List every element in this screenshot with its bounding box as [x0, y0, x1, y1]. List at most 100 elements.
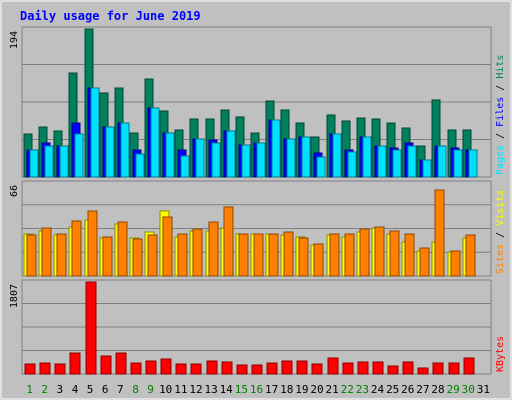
- legend-entry-files: Files: [495, 97, 506, 127]
- pages-bar-day-7: [120, 122, 130, 178]
- kbytes-bar-day-17: [266, 362, 278, 375]
- x-tick-label-day-16: 16: [250, 383, 263, 396]
- x-tick-label-day-23: 23: [356, 383, 369, 396]
- kbytes-bar-day-28: [432, 362, 444, 375]
- pages-bar-day-9: [150, 107, 160, 178]
- pages-bar-day-27: [422, 159, 432, 178]
- x-tick-label-day-1: 1: [26, 383, 33, 396]
- legend-entry-visits: Visits: [495, 190, 506, 226]
- kbytes-bar-day-6: [100, 355, 112, 375]
- x-tick-label-day-21: 21: [325, 383, 338, 396]
- x-tick-label-day-20: 20: [310, 383, 323, 396]
- kbytes-bar-day-10: [160, 358, 172, 375]
- kbytes-bar-day-26: [402, 361, 414, 375]
- x-tick-label-day-3: 3: [56, 383, 63, 396]
- legend: Sites / Visits: [495, 190, 506, 274]
- sites-bar-day-26: [404, 233, 415, 277]
- kbytes-bar-day-9: [145, 360, 157, 375]
- sites-bar-day-25: [389, 230, 400, 277]
- kbytes-bar-day-20: [311, 363, 323, 375]
- pages-bar-day-12: [195, 138, 205, 178]
- panel-3: 1807 KBytes: [9, 279, 506, 375]
- kbytes-bar-day-13: [206, 360, 218, 375]
- pages-bar-day-17: [271, 119, 281, 178]
- pages-bar-day-24: [377, 145, 387, 178]
- pages-bar-day-22: [347, 151, 357, 178]
- x-tick-label-day-27: 27: [416, 383, 429, 396]
- x-tick-label-day-22: 22: [341, 383, 354, 396]
- sites-bar-day-20: [313, 243, 324, 277]
- pages-bar-day-3: [59, 145, 69, 178]
- sites-bar-day-19: [298, 237, 309, 277]
- kbytes-bar-day-18: [281, 360, 293, 375]
- kbytes-bar-day-3: [54, 363, 66, 375]
- x-tick-label-day-31: 31: [477, 383, 490, 396]
- sites-bar-day-13: [208, 221, 219, 277]
- pages-bar-day-26: [407, 145, 417, 178]
- sites-bar-day-11: [177, 233, 188, 277]
- sites-bar-day-23: [359, 228, 370, 277]
- pages-bar-day-6: [105, 126, 115, 178]
- pages-bar-day-8: [135, 153, 145, 178]
- x-tick-label-day-10: 10: [159, 383, 172, 396]
- x-tick-label-day-25: 25: [386, 383, 399, 396]
- sites-bar-day-9: [147, 234, 158, 277]
- kbytes-bar-day-16: [251, 364, 263, 375]
- sites-bar-day-22: [344, 233, 355, 277]
- sites-bar-day-18: [283, 231, 294, 277]
- x-tick-label-day-11: 11: [174, 383, 187, 396]
- x-tick-label-day-14: 14: [220, 383, 234, 396]
- legend-separator: /: [495, 79, 506, 97]
- x-tick-label-day-26: 26: [401, 383, 414, 396]
- chart-title: Daily usage for June 2019: [20, 9, 201, 23]
- pages-bar-day-10: [165, 132, 175, 178]
- x-tick-label-day-9: 9: [147, 383, 154, 396]
- x-tick-label-day-15: 15: [235, 383, 248, 396]
- kbytes-bar-day-1: [24, 363, 36, 375]
- x-tick-label-day-7: 7: [117, 383, 124, 396]
- x-tick-label-day-8: 8: [132, 383, 139, 396]
- sites-bar-day-5: [87, 210, 98, 277]
- pages-bar-day-18: [286, 138, 296, 178]
- kbytes-bar-day-12: [190, 363, 202, 375]
- panel-1: 194 Pages / Files / Hits: [9, 26, 506, 178]
- x-tick-label-day-2: 2: [41, 383, 48, 396]
- sites-bar-day-12: [192, 228, 203, 277]
- kbytes-bar-day-15: [236, 364, 248, 375]
- x-axis-labels: 1 2 3 4 5 6 7 8 9 10 11 12 13 14 15 16 17 18 19 20 21 22 23 24 2…: [26, 383, 490, 396]
- legend-entry-hits: Hits: [495, 55, 506, 79]
- kbytes-bar-day-8: [130, 362, 142, 375]
- kbytes-bar-day-21: [327, 357, 339, 375]
- y-axis-max-label: 194: [9, 31, 20, 49]
- kbytes-bar-day-25: [387, 365, 399, 375]
- pages-bar-day-16: [256, 142, 266, 178]
- kbytes-bar-day-2: [39, 362, 51, 375]
- sites-bar-day-2: [41, 227, 52, 277]
- sites-bar-day-27: [419, 247, 430, 277]
- panel-2: 66 Sites / Visits: [9, 180, 506, 277]
- sites-bar-day-30: [465, 234, 476, 277]
- kbytes-bar-day-24: [372, 361, 384, 375]
- pages-bar-day-19: [301, 136, 311, 178]
- kbytes-bar-day-5: [85, 281, 97, 375]
- legend: KBytes: [495, 336, 506, 372]
- pages-bar-day-14: [226, 130, 236, 178]
- pages-bar-day-25: [392, 149, 402, 178]
- kbytes-bar-day-23: [357, 361, 369, 375]
- sites-bar-day-17: [268, 233, 279, 277]
- legend-entry-pages: Pages: [495, 145, 506, 175]
- x-tick-label-day-4: 4: [72, 383, 79, 396]
- sites-bar-day-10: [162, 216, 173, 277]
- sites-bar-day-15: [238, 233, 249, 277]
- sites-bar-day-6: [102, 236, 113, 277]
- pages-bar-day-28: [437, 145, 447, 178]
- x-tick-label-day-12: 12: [189, 383, 202, 396]
- x-tick-label-day-17: 17: [265, 383, 278, 396]
- pages-bar-day-13: [211, 142, 221, 178]
- kbytes-bar-day-4: [69, 352, 81, 375]
- kbytes-bar-day-27: [417, 367, 429, 375]
- pages-bar-day-15: [241, 144, 251, 178]
- legend-entry-sites: Sites: [495, 244, 506, 274]
